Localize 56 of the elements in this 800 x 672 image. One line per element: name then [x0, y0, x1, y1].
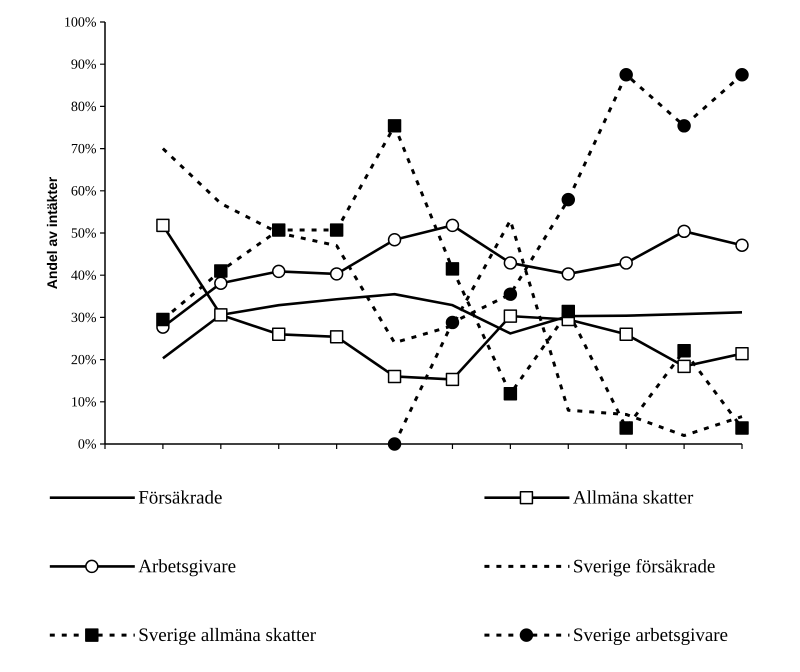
point	[272, 328, 286, 342]
y-axis-title: Andel av intäkter	[46, 177, 58, 289]
point	[330, 223, 344, 237]
point	[214, 276, 228, 290]
point	[677, 360, 691, 374]
y-tick-label: 90%	[71, 59, 96, 69]
point	[388, 437, 402, 451]
point	[330, 330, 344, 344]
legend-label: Försäkrade	[138, 490, 222, 504]
point	[619, 68, 633, 82]
point	[735, 238, 749, 252]
point	[156, 312, 170, 326]
point	[388, 370, 402, 384]
legend-label: Sverige försäkrade	[574, 559, 715, 576]
legend-label: Allmäna skatter	[573, 490, 694, 504]
y-tick-label: 10%	[72, 397, 96, 407]
point	[446, 218, 460, 232]
point	[619, 328, 633, 342]
point	[388, 233, 402, 246]
point	[619, 256, 633, 270]
y-tick-label: 80%	[71, 102, 96, 112]
point	[330, 267, 344, 281]
point	[735, 346, 749, 360]
point	[446, 372, 460, 386]
point	[446, 262, 460, 276]
point	[272, 223, 286, 237]
point	[446, 316, 460, 330]
legend-label: Arbetsgivare	[138, 559, 236, 576]
point	[272, 264, 286, 278]
y-tick-label: 30%	[72, 312, 96, 322]
point	[735, 68, 749, 82]
point	[619, 421, 633, 435]
point	[562, 267, 576, 281]
y-tick-label: 60%	[72, 186, 96, 196]
y-tick-label: 100%	[65, 17, 96, 27]
y-tick-label: 20%	[72, 354, 96, 364]
y-tick-label: 40%	[71, 270, 96, 280]
point	[504, 309, 518, 323]
point	[677, 119, 691, 133]
legend-label: Sverige arbetsgivare	[574, 628, 728, 646]
point	[504, 256, 518, 270]
point	[156, 218, 170, 232]
point	[388, 119, 402, 133]
point	[562, 192, 576, 206]
point	[504, 387, 518, 401]
point	[214, 308, 228, 322]
y-tick-label: 70%	[72, 144, 96, 154]
y-tick-label: 0%	[78, 439, 96, 449]
point	[677, 224, 691, 238]
y-tick-label: 50%	[72, 228, 96, 238]
legend-label: Sverige allmäna skatter	[140, 628, 316, 646]
point	[677, 344, 691, 358]
point	[562, 304, 576, 318]
point	[214, 264, 228, 278]
point	[504, 287, 518, 301]
point	[735, 421, 749, 435]
